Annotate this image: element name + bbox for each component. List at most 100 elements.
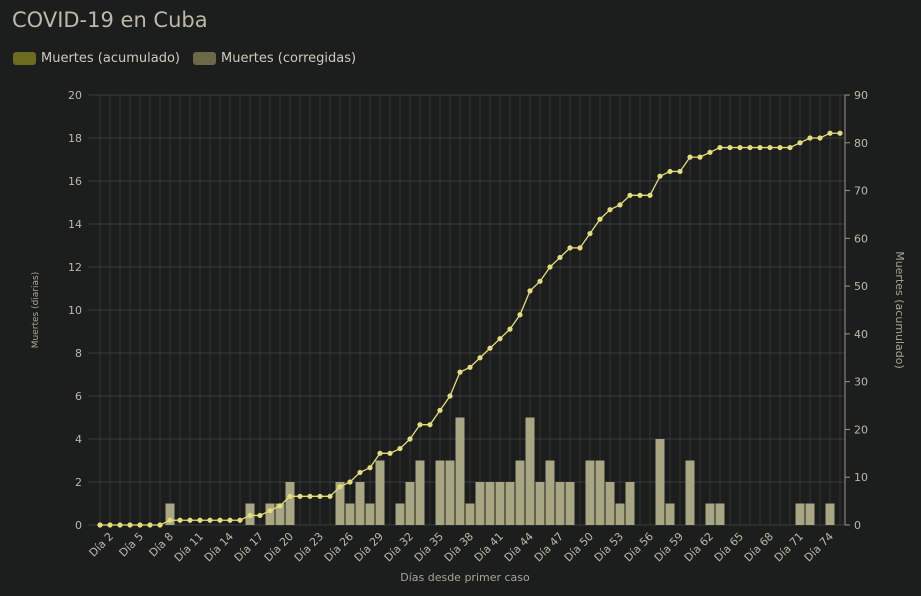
line-point: [427, 422, 433, 428]
x-tick-label: Día 71: [772, 530, 806, 564]
y-left-tick-label: 18: [68, 132, 82, 145]
line-point: [417, 422, 423, 428]
bar: [595, 460, 605, 525]
line-point: [197, 517, 203, 523]
line-point: [807, 135, 813, 141]
bar: [475, 482, 485, 525]
line-point: [527, 288, 533, 294]
line-point: [447, 393, 453, 399]
y-left-tick-label: 8: [75, 347, 82, 360]
line-point: [187, 517, 193, 523]
line-point: [337, 484, 343, 490]
line-point: [607, 207, 613, 213]
legend-item-corregidas[interactable]: Muertes (corregidas): [193, 51, 356, 66]
y-right-tick-label: 50: [854, 280, 868, 293]
bar: [415, 460, 425, 525]
line-point: [397, 445, 403, 452]
y-left-tick-label: 2: [75, 476, 82, 489]
bar: [465, 503, 475, 525]
bar: [705, 503, 715, 525]
bar: [795, 503, 805, 525]
line-point: [707, 149, 713, 155]
bar: [685, 460, 695, 525]
legend-swatch-corregidas: [193, 52, 216, 65]
line-point: [597, 216, 603, 222]
x-tick-label: Día 41: [472, 530, 506, 564]
line-point: [827, 130, 833, 136]
bar: [485, 482, 495, 525]
x-tick-label: Día 20: [262, 530, 296, 564]
line-point: [437, 407, 443, 413]
y-left-tick-label: 0: [75, 519, 82, 532]
line-point: [107, 522, 113, 528]
line-point: [577, 245, 583, 251]
line-point: [227, 517, 233, 523]
x-tick-label: Día 53: [592, 530, 626, 564]
line-point: [457, 369, 463, 375]
bar: [525, 417, 535, 525]
line-point: [247, 512, 253, 519]
line-point: [477, 355, 483, 361]
line-point: [657, 173, 663, 179]
bar: [285, 482, 295, 525]
y-right-tick-label: 0: [854, 519, 861, 532]
line-point: [167, 517, 173, 523]
line-point: [837, 130, 843, 136]
line-point: [147, 522, 153, 528]
bar: [555, 482, 565, 525]
y-left-tick-label: 14: [68, 218, 82, 231]
line-point: [237, 517, 243, 523]
line-point: [157, 522, 163, 528]
line-point: [487, 345, 493, 351]
bar: [515, 460, 525, 525]
x-tick-label: Día 29: [352, 530, 386, 564]
y-left-tick-label: 4: [75, 433, 82, 446]
line-point: [627, 192, 633, 198]
bar: [565, 482, 575, 525]
line-point: [557, 254, 563, 261]
x-tick-label: Día 32: [382, 530, 416, 564]
legend-item-acumulado[interactable]: Muertes (acumulado): [13, 51, 180, 66]
line-point: [297, 493, 303, 499]
y-left-tick-label: 12: [68, 261, 82, 274]
line-point: [267, 508, 273, 514]
line-point: [177, 517, 183, 523]
x-tick-label: Día 5: [117, 530, 147, 560]
bar: [455, 417, 465, 525]
line-point: [467, 364, 473, 370]
line-point: [767, 144, 773, 151]
bar: [355, 482, 365, 525]
y-right-tick-label: 20: [854, 423, 868, 436]
x-tick-label: Día 56: [622, 530, 656, 564]
bar: [655, 439, 665, 525]
x-tick-label: Día 38: [442, 530, 476, 564]
line-point: [667, 168, 673, 175]
x-tick-label: Día 17: [232, 530, 266, 564]
bar: [275, 503, 285, 525]
bar: [375, 460, 385, 525]
x-tick-label: Día 68: [742, 530, 776, 564]
line-point: [317, 493, 323, 499]
line-point: [287, 493, 293, 499]
line-point: [677, 168, 683, 175]
x-tick-label: Día 23: [292, 530, 326, 564]
bar: [395, 503, 405, 525]
y-right-tick-label: 60: [854, 232, 868, 245]
line-point: [507, 326, 513, 332]
line-point: [697, 154, 703, 160]
bar: [805, 503, 815, 525]
x-tick-label: Día 44: [502, 530, 536, 564]
x-tick-label: Día 47: [532, 530, 566, 564]
bar: [265, 503, 275, 525]
line-point: [587, 230, 593, 237]
bar: [345, 503, 355, 525]
x-tick-label: Día 74: [802, 530, 836, 564]
y-left-tick-label: 6: [75, 390, 82, 403]
line-point: [717, 144, 723, 151]
y-left-tick-label: 10: [68, 304, 82, 317]
y-right-tick-label: 70: [854, 185, 868, 198]
line-point: [737, 144, 743, 151]
line-point: [357, 469, 363, 476]
legend-label-corregidas: Muertes (corregidas): [221, 51, 357, 66]
bar: [665, 503, 675, 525]
